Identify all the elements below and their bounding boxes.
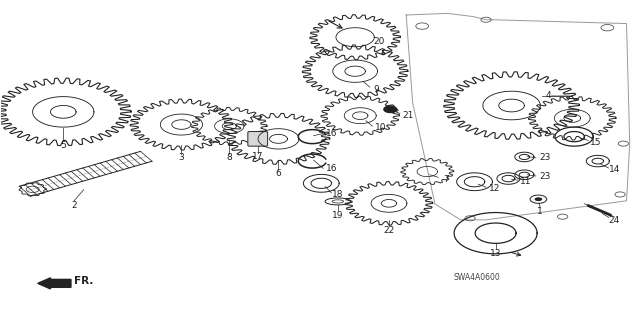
Text: 23: 23 xyxy=(539,153,550,162)
Text: 24: 24 xyxy=(608,216,620,225)
Text: 8: 8 xyxy=(227,153,232,162)
Text: 18: 18 xyxy=(332,190,344,199)
Text: 14: 14 xyxy=(609,165,621,174)
Text: 22: 22 xyxy=(383,226,395,234)
Text: 16: 16 xyxy=(326,164,337,173)
Text: 9: 9 xyxy=(373,85,379,94)
Text: 19: 19 xyxy=(332,211,344,219)
Text: 7: 7 xyxy=(444,175,449,184)
FancyBboxPatch shape xyxy=(248,131,268,146)
Text: 1: 1 xyxy=(538,207,543,216)
Text: FR.: FR. xyxy=(74,277,93,286)
Text: 5: 5 xyxy=(60,141,66,150)
Text: 6: 6 xyxy=(276,169,282,178)
Text: 16: 16 xyxy=(326,129,337,138)
Circle shape xyxy=(534,197,542,201)
Text: 3: 3 xyxy=(179,153,184,162)
Text: 20: 20 xyxy=(373,38,385,47)
Circle shape xyxy=(384,106,397,113)
FancyArrow shape xyxy=(38,278,71,289)
Text: 15: 15 xyxy=(590,137,602,146)
Text: SWA4A0600: SWA4A0600 xyxy=(453,272,500,281)
Text: 10: 10 xyxy=(375,123,387,132)
Text: 12: 12 xyxy=(489,184,500,193)
Text: 13: 13 xyxy=(490,249,501,258)
Text: 2: 2 xyxy=(71,201,77,210)
Text: 11: 11 xyxy=(520,177,531,186)
Text: 17: 17 xyxy=(252,152,264,161)
Text: 4: 4 xyxy=(546,92,552,100)
Text: 23: 23 xyxy=(539,172,550,181)
Text: 21: 21 xyxy=(403,111,414,120)
